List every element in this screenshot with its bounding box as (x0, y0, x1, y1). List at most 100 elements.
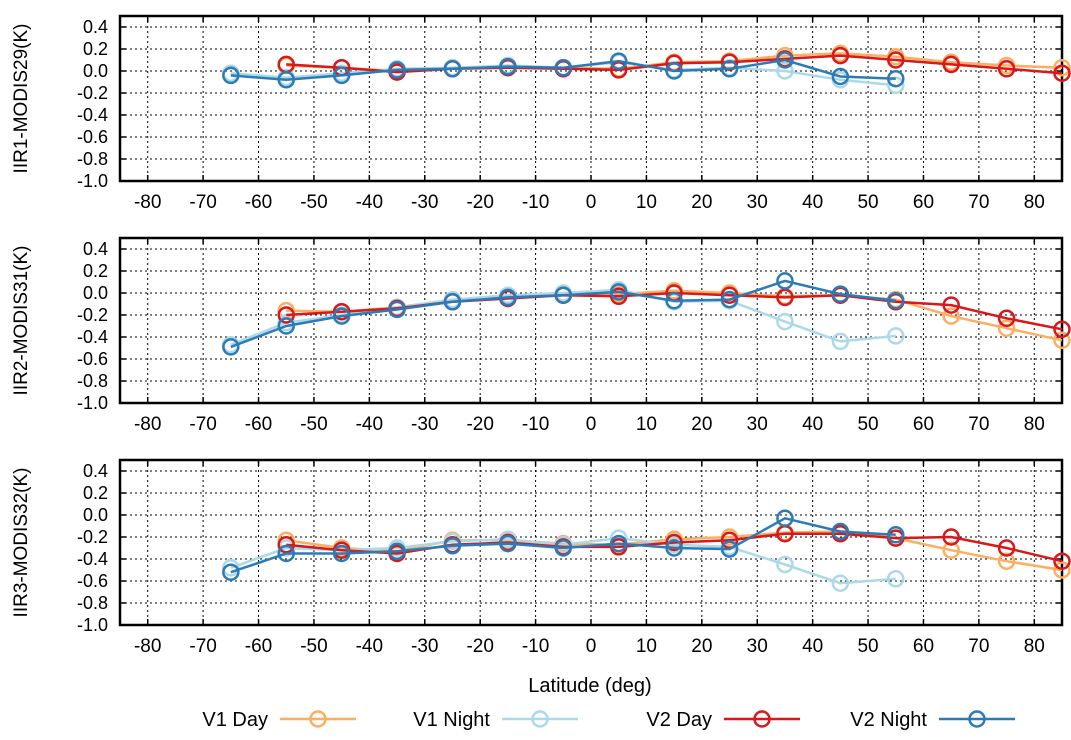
x-axis-label: Latitude (deg) (528, 675, 651, 697)
series-v2-night (222, 51, 905, 89)
data-point (887, 51, 905, 69)
data-point (277, 306, 295, 324)
data-point (720, 60, 739, 78)
x-tick-label: -40 (356, 414, 383, 435)
data-point (831, 46, 850, 65)
data-point (831, 285, 850, 303)
data-point (609, 534, 628, 553)
x-tick-label: -40 (356, 192, 383, 213)
data-point (554, 286, 573, 304)
x-tick-label: 60 (913, 414, 934, 435)
legend-label: V2 Day (646, 709, 712, 731)
data-point (942, 55, 960, 74)
y-tick-label: -1.0 (77, 615, 108, 635)
data-point (332, 66, 351, 85)
data-point (1053, 64, 1071, 82)
legend-swatch-marker (968, 710, 986, 728)
data-point (388, 300, 406, 319)
x-tick-label: 20 (691, 414, 712, 435)
x-tick-label: 80 (1024, 414, 1045, 435)
data-point (443, 537, 462, 555)
legend-swatch-marker (753, 710, 771, 728)
x-tick-label: 30 (747, 636, 768, 657)
data-point (222, 338, 240, 356)
y-tick-label: 0.4 (83, 17, 108, 37)
data-point (388, 61, 406, 79)
x-tick-label: -20 (466, 414, 493, 435)
plot-frame (118, 14, 1064, 183)
y-tick-label: -0.6 (77, 127, 108, 147)
axes: -80 -70 -60 -50 -40 -30 -20 -10 0 10 20 30 40 50 60 70 8… (77, 16, 1062, 213)
axes: -80 -70 -60 -50 -40 -30 -20 -10 0 10 20 30 40 50 60 70 8… (77, 238, 1062, 435)
y-tick-label: 0.2 (83, 261, 108, 281)
x-tick-label: -50 (300, 192, 327, 213)
data-point (887, 526, 905, 544)
series-line (230, 279, 896, 349)
x-tick-label: 70 (968, 636, 989, 657)
data-point (332, 307, 351, 325)
x-tick-label: -20 (466, 192, 493, 213)
data-point (776, 555, 794, 574)
data-point (665, 533, 683, 552)
data-point (997, 539, 1016, 557)
x-tick-label: -70 (189, 414, 216, 435)
x-tick-label: 10 (636, 636, 657, 657)
data-point (1053, 320, 1071, 339)
data-point (499, 534, 517, 553)
x-tick-label: 70 (968, 192, 989, 213)
x-tick-label: 40 (802, 192, 823, 213)
legend-swatch-marker (309, 710, 327, 728)
data-point (997, 552, 1016, 570)
x-tick-label: 80 (1024, 636, 1045, 657)
data-point (665, 62, 683, 80)
data-point (887, 291, 905, 310)
x-tick-label: 0 (586, 192, 597, 213)
data-point (1053, 552, 1071, 570)
data-point (443, 293, 462, 311)
y-tick-label: -0.6 (77, 571, 108, 591)
x-tick-label: -80 (134, 636, 161, 657)
y-tick-label: -1.0 (77, 171, 108, 191)
series-line (230, 516, 896, 574)
series-line (230, 60, 896, 87)
data-point (443, 60, 462, 78)
x-tick-label: 30 (747, 414, 768, 435)
data-point (609, 529, 628, 547)
data-point (332, 544, 351, 563)
data-point (1053, 561, 1071, 579)
grid (120, 16, 1062, 182)
y-tick-label: -0.8 (77, 371, 108, 391)
legend-label: V1 Day (202, 709, 268, 731)
x-tick-label: -70 (189, 192, 216, 213)
x-tick-label: -50 (300, 414, 327, 435)
y-tick-label: 0.0 (83, 505, 108, 525)
legend-label: V1 Night (413, 709, 490, 731)
data-point (665, 539, 683, 557)
y-tick-label: 0.4 (83, 461, 108, 481)
legend-item-v1-day: V1 Day (202, 709, 356, 731)
x-tick-label: 50 (857, 192, 878, 213)
panel-iir3-modis32: -80 -70 -60 -50 -40 -30 -20 -10 0 10 20 30 40 50 60 70 8… (11, 458, 1071, 657)
data-point (942, 528, 960, 546)
data-point (1053, 58, 1071, 77)
data-point (942, 541, 960, 559)
data-point (776, 62, 794, 80)
x-tick-label: -10 (522, 414, 549, 435)
x-tick-label: -60 (245, 636, 272, 657)
data-point (887, 327, 905, 345)
y-tick-label: -0.4 (77, 327, 108, 347)
y-axis-label: IIR1-MODIS29(K) (11, 24, 32, 174)
x-tick-label: -60 (245, 414, 272, 435)
data-point (277, 71, 295, 89)
data-point (776, 509, 794, 528)
y-tick-label: 0.0 (83, 283, 108, 303)
y-tick-label: 0.4 (83, 239, 108, 259)
legend-item-v2-day: V2 Day (646, 709, 800, 731)
data-point (554, 58, 573, 77)
data-point (277, 535, 295, 554)
data-point (665, 291, 683, 310)
legend-item-v1-night: V1 Night (413, 709, 578, 731)
legend: V1 Day V1 Night V2 Day V2 Night (202, 709, 1015, 731)
x-tick-label: 20 (691, 636, 712, 657)
x-tick-label: 40 (802, 414, 823, 435)
